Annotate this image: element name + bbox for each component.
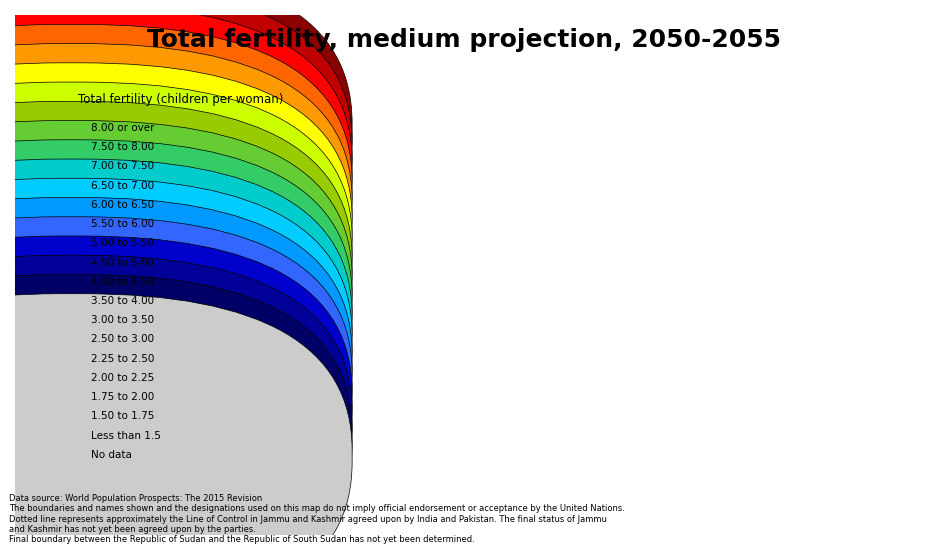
- Text: Total fertility, medium projection, 2050-2055: Total fertility, medium projection, 2050…: [148, 28, 780, 52]
- Text: 7.00 to 7.50: 7.00 to 7.50: [91, 161, 154, 171]
- FancyBboxPatch shape: [0, 274, 352, 550]
- Text: 2.25 to 2.50: 2.25 to 2.50: [91, 354, 155, 364]
- FancyBboxPatch shape: [0, 140, 352, 465]
- Text: Total fertility (children per woman): Total fertility (children per woman): [78, 93, 283, 106]
- Text: 5.00 to 5.50: 5.00 to 5.50: [91, 238, 154, 248]
- FancyBboxPatch shape: [0, 217, 352, 542]
- FancyBboxPatch shape: [0, 0, 352, 311]
- Text: Less than 1.5: Less than 1.5: [91, 431, 161, 441]
- FancyBboxPatch shape: [0, 197, 352, 522]
- Text: 1.75 to 2.00: 1.75 to 2.00: [91, 392, 154, 402]
- Text: 4.50 to 5.00: 4.50 to 5.00: [91, 257, 154, 267]
- Text: 4.00 to 4.50: 4.00 to 4.50: [91, 277, 154, 287]
- Text: 3.50 to 4.00: 3.50 to 4.00: [91, 296, 154, 306]
- Text: Data source: World Population Prospects: The 2015 Revision
The boundaries and na: Data source: World Population Prospects:…: [9, 494, 625, 544]
- FancyBboxPatch shape: [0, 43, 352, 369]
- Text: 8.00 or over: 8.00 or over: [91, 123, 155, 133]
- FancyBboxPatch shape: [0, 0, 352, 292]
- FancyBboxPatch shape: [0, 294, 352, 550]
- FancyBboxPatch shape: [0, 255, 352, 550]
- Text: 3.00 to 3.50: 3.00 to 3.50: [91, 315, 154, 325]
- Text: 6.50 to 7.00: 6.50 to 7.00: [91, 180, 154, 190]
- FancyBboxPatch shape: [0, 159, 352, 484]
- FancyBboxPatch shape: [0, 101, 352, 426]
- FancyBboxPatch shape: [0, 120, 352, 446]
- FancyBboxPatch shape: [0, 63, 352, 388]
- FancyBboxPatch shape: [0, 82, 352, 407]
- Text: 2.50 to 3.00: 2.50 to 3.00: [91, 334, 154, 344]
- Text: 6.00 to 6.50: 6.00 to 6.50: [91, 200, 154, 210]
- Text: 7.50 to 8.00: 7.50 to 8.00: [91, 142, 154, 152]
- FancyBboxPatch shape: [0, 178, 352, 503]
- Text: No data: No data: [91, 450, 132, 460]
- FancyBboxPatch shape: [0, 236, 352, 550]
- FancyBboxPatch shape: [0, 24, 352, 349]
- Text: 2.00 to 2.25: 2.00 to 2.25: [91, 373, 154, 383]
- Text: 5.50 to 6.00: 5.50 to 6.00: [91, 219, 154, 229]
- Text: 1.50 to 1.75: 1.50 to 1.75: [91, 411, 155, 421]
- FancyBboxPatch shape: [0, 5, 352, 330]
